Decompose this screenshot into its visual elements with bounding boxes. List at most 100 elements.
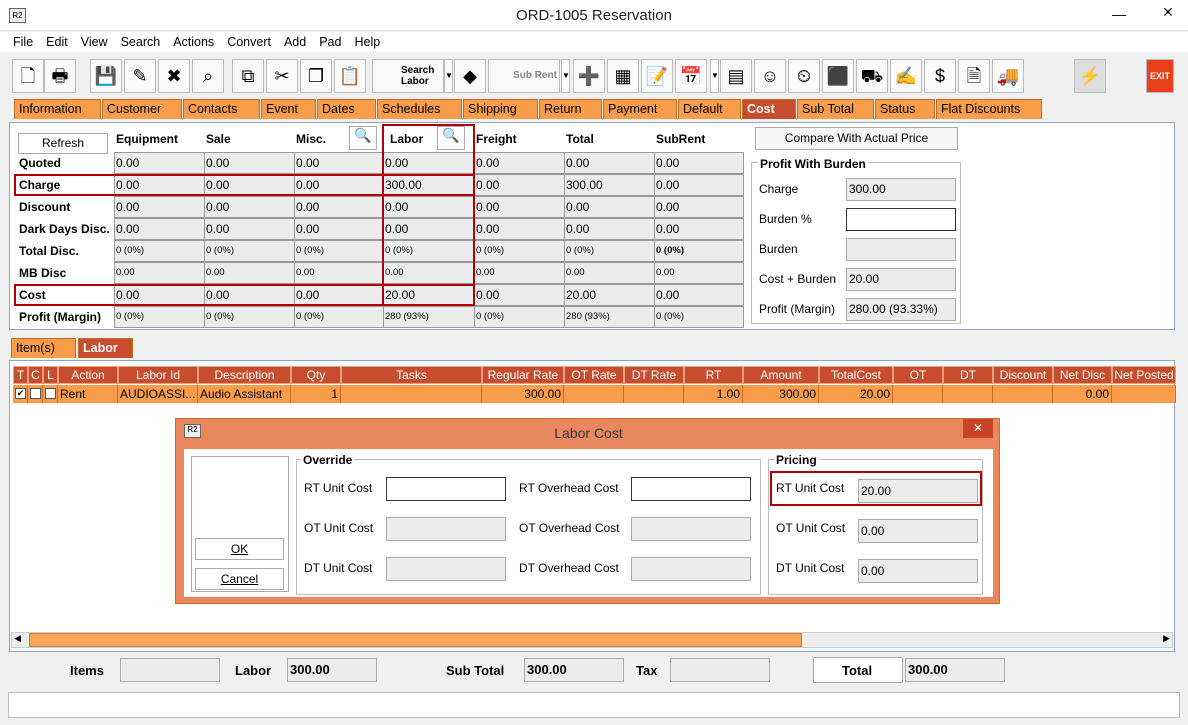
tab-customer[interactable]: Customer — [102, 99, 182, 119]
checkbox-c[interactable] — [28, 385, 43, 403]
search-labor-button[interactable]: Search Labor — [372, 59, 444, 93]
lightning-icon[interactable]: ⚡ — [1074, 59, 1106, 93]
cost-cell: 280 (93%) — [564, 306, 655, 328]
column-header-ot-rate[interactable]: OT Rate — [564, 366, 624, 384]
calendar-icon[interactable]: 📅 — [675, 59, 707, 93]
tab-default[interactable]: Default — [678, 99, 741, 119]
column-header-discount[interactable]: Discount — [993, 366, 1053, 384]
column-header-regular-rate[interactable]: Regular Rate — [482, 366, 564, 384]
column-header-t[interactable]: T — [13, 366, 28, 384]
sub-rent-button[interactable]: Sub Rent — [488, 59, 560, 93]
checklist-icon[interactable]: ✍ — [890, 59, 922, 93]
compare-actual-price-button[interactable]: Compare With Actual Price — [755, 127, 958, 150]
checkbox-box[interactable]: ✔ — [15, 388, 26, 399]
rt-unit-cost-input[interactable] — [386, 477, 506, 501]
edit-icon[interactable]: ✎ — [124, 59, 156, 93]
misc-search-button[interactable]: 🔍 — [349, 126, 377, 150]
menu-pad[interactable]: Pad — [319, 35, 342, 49]
close-button[interactable]: ✕ — [1162, 4, 1174, 20]
menu-view[interactable]: View — [80, 35, 108, 49]
delete-icon[interactable]: ✖ — [158, 59, 190, 93]
copy-icon[interactable]: ❐ — [300, 59, 332, 93]
search-labor-dropdown[interactable]: ▼ — [444, 59, 453, 93]
column-header-tasks[interactable]: Tasks — [341, 366, 482, 384]
refresh-button[interactable]: Refresh — [18, 133, 108, 154]
tab-payment[interactable]: Payment — [603, 99, 677, 119]
column-header-qty[interactable]: Qty — [291, 366, 341, 384]
exit-button[interactable]: EXIT — [1146, 59, 1174, 93]
sub-rent-dropdown[interactable]: ▼ — [561, 59, 570, 93]
cut-icon[interactable]: ✂ — [266, 59, 298, 93]
menu-actions[interactable]: Actions — [173, 35, 215, 49]
menu-help[interactable]: Help — [354, 35, 381, 49]
money-icon[interactable]: $ — [924, 59, 956, 93]
tab-information[interactable]: Information — [14, 99, 101, 119]
checkbox-t[interactable]: ✔ — [13, 385, 28, 403]
save-icon[interactable]: 💾 — [90, 59, 122, 93]
scrollbar-thumb[interactable] — [29, 633, 802, 647]
checkbox-l[interactable] — [43, 385, 58, 403]
column-header-rt[interactable]: RT — [684, 366, 743, 384]
column-header-labor-id[interactable]: Labor Id — [118, 366, 198, 384]
ok-button[interactable]: OK — [195, 538, 284, 560]
column-header-totalcost[interactable]: TotalCost — [819, 366, 893, 384]
column-header-l[interactable]: L — [43, 366, 58, 384]
subtab-items[interactable]: Item(s) — [11, 338, 76, 358]
copy-order-icon[interactable]: ⧉ — [232, 59, 264, 93]
print-icon[interactable]: 🖶 — [44, 59, 76, 93]
tab-event[interactable]: Event — [261, 99, 316, 119]
binoculars-icon[interactable]: ⌕ — [192, 59, 224, 93]
menu-convert[interactable]: Convert — [227, 35, 271, 49]
tab-shipping[interactable]: Shipping — [463, 99, 538, 119]
tab-flat-discounts[interactable]: Flat Discounts — [936, 99, 1042, 119]
tab-contacts[interactable]: Contacts — [183, 99, 260, 119]
tab-schedules[interactable]: Schedules — [377, 99, 462, 119]
invoice-icon[interactable]: 🗎 — [958, 59, 990, 93]
clock-icon[interactable]: ⏲ — [788, 59, 820, 93]
cancel-button[interactable]: Cancel — [195, 568, 284, 590]
column-header-net-disc[interactable]: Net Disc — [1053, 366, 1112, 384]
column-header-dt[interactable]: DT — [943, 366, 993, 384]
grid-icon[interactable]: ▦ — [607, 59, 639, 93]
column-header-dt-rate[interactable]: DT Rate — [624, 366, 684, 384]
shapes-icon[interactable]: ◆ — [454, 59, 486, 93]
scroll-left-icon[interactable]: ◀ — [14, 633, 21, 643]
smiley-icon[interactable]: ☺ — [754, 59, 786, 93]
total-label: Total — [842, 663, 873, 678]
column-header-net-posted[interactable]: Net Posted — [1112, 366, 1176, 384]
paste-icon[interactable]: 📋 — [334, 59, 366, 93]
rt-overhead-cost-input[interactable] — [631, 477, 751, 501]
menu-edit[interactable]: Edit — [46, 35, 68, 49]
tab-return[interactable]: Return — [539, 99, 602, 119]
checkbox-box[interactable] — [45, 388, 56, 399]
menu-add[interactable]: Add — [283, 35, 307, 49]
column-header-amount[interactable]: Amount — [743, 366, 819, 384]
hierarchy-icon[interactable]: ▤ — [720, 59, 752, 93]
column-header-c[interactable]: C — [28, 366, 43, 384]
minimize-button[interactable]: — — [1112, 6, 1126, 22]
labor-search-button[interactable]: 🔍 — [437, 126, 465, 150]
column-header-action[interactable]: Action — [58, 366, 118, 384]
new-icon[interactable]: 🗋 — [12, 59, 44, 93]
scroll-right-icon[interactable]: ▶ — [1163, 633, 1170, 643]
checkbox-box[interactable] — [30, 388, 41, 399]
column-header-equipment: Equipment — [116, 132, 178, 146]
tab-dates[interactable]: Dates — [317, 99, 376, 119]
tab-sub-total[interactable]: Sub Total — [797, 99, 874, 119]
menu-search[interactable]: Search — [120, 35, 161, 49]
dialog-close-button[interactable]: ✕ — [963, 419, 993, 438]
menu-file[interactable]: File — [13, 35, 34, 49]
add-icon[interactable]: ➕ — [573, 59, 605, 93]
horizontal-scrollbar[interactable]: ◀ ▶ — [11, 632, 1173, 648]
tab-status[interactable]: Status — [875, 99, 935, 119]
truck-person-icon[interactable]: ⛟ — [856, 59, 888, 93]
truck-icon[interactable]: 🚚 — [992, 59, 1024, 93]
notes-icon[interactable]: 📝 — [641, 59, 673, 93]
subtab-labor[interactable]: Labor — [78, 338, 133, 358]
burden-field-burden_pct[interactable] — [846, 208, 956, 231]
calendar-dropdown[interactable]: ▼ — [710, 59, 719, 93]
column-header-ot[interactable]: OT — [893, 366, 943, 384]
tab-cost[interactable]: Cost — [742, 99, 796, 119]
column-header-description[interactable]: Description — [198, 366, 291, 384]
box-icon[interactable]: ⬛ — [822, 59, 854, 93]
